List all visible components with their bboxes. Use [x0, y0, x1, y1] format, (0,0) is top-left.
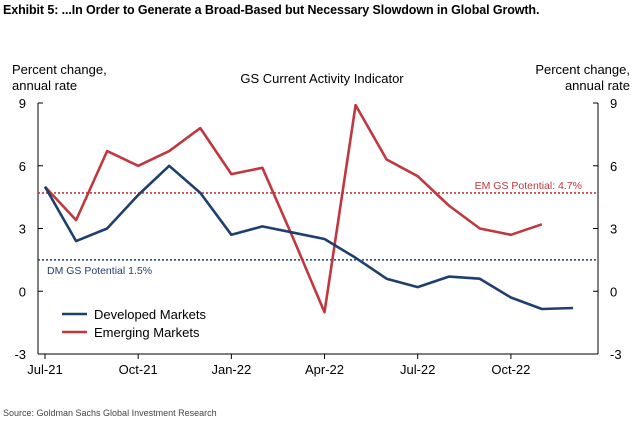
axes: -3 -3 0 0 3 3 6 6 9 9 Jul-21 Oct-21 Jan-22 Apr-22 Jul-… [14, 96, 621, 377]
x-tick-label: Jul-21 [27, 362, 62, 377]
y-tick-label-left: 0 [19, 284, 26, 299]
y-tick-label-left: -3 [14, 347, 26, 362]
y-tick-label-left: 6 [19, 159, 26, 174]
x-tick-label: Oct-21 [119, 362, 158, 377]
x-tick-label: Jan-22 [211, 362, 251, 377]
x-tick-label: Oct-22 [491, 362, 530, 377]
y-axis-label-left-line1: Percent change, [12, 62, 107, 77]
source-note: Source: Goldman Sachs Global Investment … [3, 408, 217, 418]
y-axis-label-left-line2: annual rate [12, 78, 77, 93]
y-axis-label-right-line1: Percent change, [535, 62, 630, 77]
x-tick-label: Jul-22 [400, 362, 435, 377]
x-tick-label: Apr-22 [305, 362, 344, 377]
legend-label: Developed Markets [94, 307, 206, 322]
series-line-emerging-markets [44, 103, 543, 314]
y-tick-label-right: 3 [610, 222, 617, 237]
y-tick-label-left: 9 [19, 96, 26, 111]
reference-lines: EM GS Potential: 4.7% DM GS Potential 1.5… [38, 180, 598, 277]
reference-line-label: EM GS Potential: 4.7% [475, 180, 582, 192]
exhibit-title: Exhibit 5: ...In Order to Generate a Bro… [3, 3, 540, 17]
y-axis-label-right-line2: annual rate [565, 78, 630, 93]
y-tick-label-right: 0 [610, 284, 617, 299]
reference-line-label: DM GS Potential 1.5% [47, 265, 152, 277]
y-tick-label-right: 6 [610, 159, 617, 174]
legend: Developed Markets Emerging Markets [62, 307, 206, 340]
y-tick-label-right: 9 [610, 96, 617, 111]
y-tick-label-right: -3 [610, 347, 622, 362]
series-line-developed-markets [43, 164, 574, 311]
series-lines [43, 103, 574, 314]
chart-title: GS Current Activity Indicator [240, 71, 404, 86]
y-tick-label-left: 3 [19, 222, 26, 237]
legend-label: Emerging Markets [94, 325, 200, 340]
